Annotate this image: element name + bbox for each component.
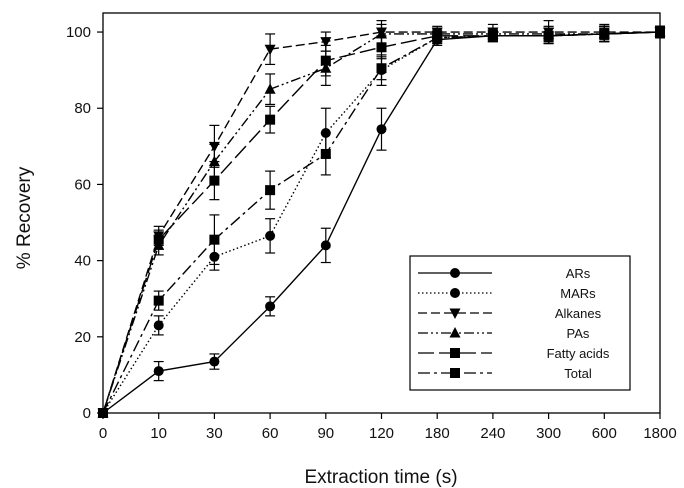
- data-point: [376, 124, 387, 135]
- data-point: [209, 234, 220, 245]
- data-point: [264, 83, 276, 94]
- data-point: [320, 37, 332, 48]
- y-axis-title: % Recovery: [14, 166, 35, 269]
- legend-item: PAs: [418, 326, 590, 341]
- data-point: [320, 55, 331, 66]
- legend-item: Alkanes: [418, 306, 602, 321]
- data-point: [265, 301, 276, 312]
- data-point: [376, 63, 387, 74]
- y-tick-label: 60: [74, 176, 91, 193]
- legend-marker: [449, 308, 461, 319]
- x-tick-label: 1800: [643, 425, 676, 442]
- y-tick-label: 20: [74, 329, 91, 346]
- legend-item: Fatty acids: [418, 346, 610, 361]
- data-point: [265, 185, 276, 196]
- data-point: [320, 240, 331, 251]
- legend-marker: [450, 368, 460, 378]
- y-tick-label: 40: [74, 253, 91, 270]
- data-point: [543, 30, 554, 41]
- legend-marker: [450, 268, 460, 278]
- x-tick-label: 30: [206, 425, 223, 442]
- legend-marker: [449, 327, 461, 338]
- legend-label: Fatty acids: [547, 346, 610, 361]
- data-point: [432, 32, 443, 43]
- series-line: [102, 31, 661, 414]
- data-point: [153, 234, 164, 245]
- x-axis-title: Extraction time (s): [304, 467, 457, 488]
- y-tick-label: 100: [66, 24, 91, 41]
- legend-item: MARs: [418, 286, 596, 301]
- series-layer: [97, 20, 666, 419]
- data-point: [264, 44, 276, 56]
- legend-label: Total: [564, 366, 592, 381]
- data-point: [376, 42, 387, 53]
- data-point: [655, 27, 665, 38]
- data-point: [98, 408, 108, 418]
- series-line: [102, 31, 661, 414]
- legend-marker: [450, 288, 460, 298]
- legend-item: ARs: [418, 266, 591, 281]
- legend-item: Total: [418, 366, 592, 381]
- data-point: [153, 366, 164, 377]
- series-total: [98, 25, 665, 418]
- x-tick-label: 300: [536, 425, 561, 442]
- x-tick-label: 120: [369, 425, 394, 442]
- legend: ARs MARs Alkanes PAs Fatty acids Total: [409, 255, 631, 391]
- data-point: [265, 114, 276, 125]
- data-point: [320, 148, 331, 159]
- legend-label: PAs: [567, 326, 590, 341]
- y-tick-label: 0: [83, 405, 91, 422]
- data-point: [153, 320, 164, 331]
- data-point: [487, 30, 498, 41]
- x-tick-label: 0: [99, 425, 107, 442]
- data-point: [265, 230, 276, 241]
- y-axis: 0 20 40 60 80 100: [66, 24, 103, 422]
- legend-label: Alkanes: [555, 306, 602, 321]
- x-tick-label: 90: [317, 425, 334, 442]
- x-axis: 0 10 30 60 90 120 180 240 300 600 1800: [99, 413, 677, 442]
- data-point: [209, 175, 220, 186]
- data-point: [153, 295, 164, 306]
- data-point: [599, 28, 610, 39]
- legend-box: [409, 255, 631, 391]
- x-tick-label: 10: [150, 425, 167, 442]
- legend-label: ARs: [566, 266, 591, 281]
- x-tick-label: 60: [262, 425, 279, 442]
- data-point: [209, 356, 220, 367]
- legend-marker: [450, 348, 460, 358]
- data-point: [208, 155, 220, 167]
- x-tick-label: 600: [592, 425, 617, 442]
- legend-label: MARs: [560, 286, 596, 301]
- x-tick-label: 240: [480, 425, 505, 442]
- y-tick-label: 80: [74, 100, 91, 117]
- x-tick-label: 180: [425, 425, 450, 442]
